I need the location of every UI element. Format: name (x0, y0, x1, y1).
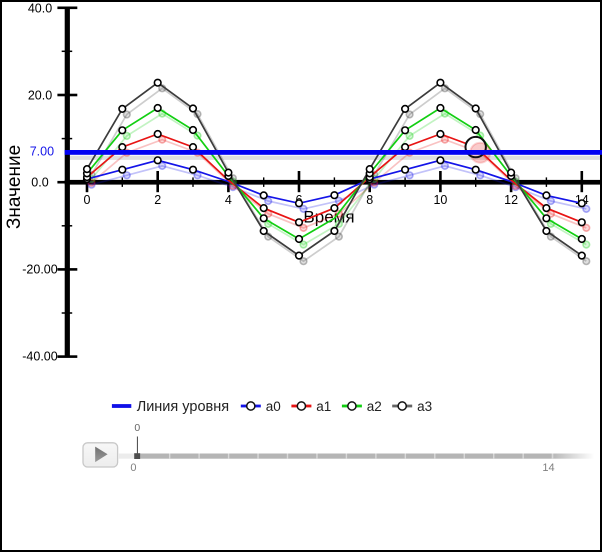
svg-text:Линия уровня: Линия уровня (137, 399, 229, 415)
svg-text:20.0: 20.0 (28, 89, 52, 103)
svg-text:-20.00: -20.00 (22, 263, 57, 277)
svg-text:0: 0 (84, 193, 91, 207)
svg-text:12: 12 (504, 193, 518, 207)
svg-text:a2: a2 (367, 399, 382, 414)
svg-text:0.0: 0.0 (31, 176, 48, 190)
svg-text:0: 0 (134, 422, 140, 434)
svg-text:40.0: 40.0 (28, 2, 52, 16)
svg-text:0: 0 (130, 462, 136, 474)
svg-text:4: 4 (225, 193, 232, 207)
svg-text:-40.00: -40.00 (22, 350, 57, 364)
svg-text:Время: Время (303, 208, 354, 227)
svg-text:7.00: 7.00 (30, 144, 54, 158)
svg-text:8: 8 (366, 193, 373, 207)
svg-text:14: 14 (542, 462, 554, 474)
svg-text:a1: a1 (316, 399, 331, 414)
svg-text:Значение: Значение (4, 145, 25, 229)
svg-text:2: 2 (154, 193, 161, 207)
svg-text:a0: a0 (266, 399, 281, 414)
svg-text:a3: a3 (417, 399, 432, 414)
svg-text:10: 10 (433, 193, 447, 207)
